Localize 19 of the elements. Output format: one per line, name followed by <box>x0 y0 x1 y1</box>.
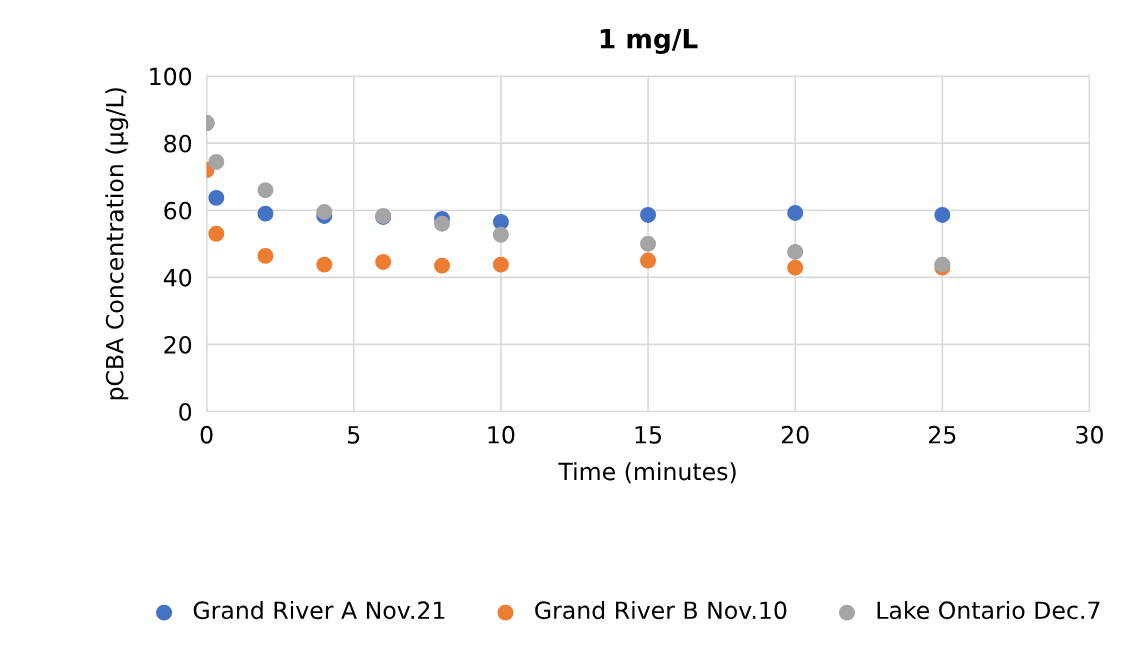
y-tick-label: 0 <box>179 402 192 421</box>
x-tick-label: 10 <box>488 425 515 444</box>
y-tick-label: 60 <box>164 201 192 220</box>
x-tick-label: 0 <box>200 425 213 444</box>
x-tick-label: 20 <box>781 425 809 444</box>
x-tick-label: 30 <box>1076 425 1103 444</box>
y-axis-title: pCBA Concentration (μg/L) <box>105 88 129 400</box>
y-tick-label: 40 <box>163 268 192 287</box>
y-tick-label: 80 <box>164 134 192 153</box>
y-tick-label: 100 <box>150 67 192 86</box>
x-tick-label: 15 <box>635 426 662 444</box>
x-axis-title: Time (minutes) <box>558 462 736 484</box>
legend-label: Grand River A Nov.21 <box>193 600 445 620</box>
legend-label: Grand River B Nov.10 <box>535 600 787 620</box>
chart-title: 1 mg/L <box>600 29 698 55</box>
y-tick-label: 20 <box>164 335 192 354</box>
legend-label: Lake Ontario Dec.7 <box>877 600 1100 620</box>
x-tick-label: 5 <box>348 426 360 444</box>
x-tick-label: 25 <box>929 425 956 444</box>
